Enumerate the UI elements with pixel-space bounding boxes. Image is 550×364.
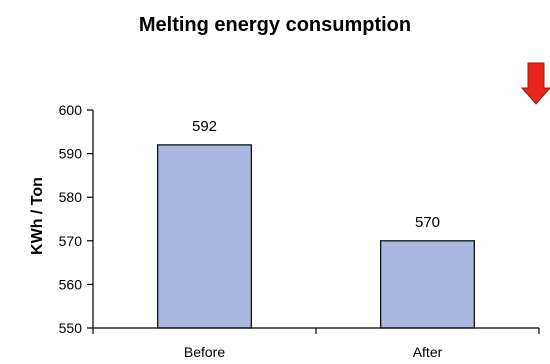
down-arrow-icon (520, 62, 550, 105)
bar-before (157, 144, 252, 329)
y-tick-label: 590 (59, 146, 83, 162)
y-axis-label: KWh / Ton (29, 177, 46, 255)
y-tick-label: 570 (59, 233, 83, 249)
y-tick-label: 550 (59, 320, 83, 336)
data-label: 592 (192, 118, 217, 135)
y-tick-label: 600 (59, 102, 83, 118)
x-tick-label: Before (184, 344, 225, 360)
bar-after (380, 240, 475, 329)
chart-title: Melting energy consumption (138, 14, 412, 36)
y-tick-label: 580 (59, 189, 83, 205)
data-label: 570 (415, 214, 440, 231)
y-tick-label: 560 (59, 276, 83, 292)
x-tick-label: After (413, 344, 443, 360)
